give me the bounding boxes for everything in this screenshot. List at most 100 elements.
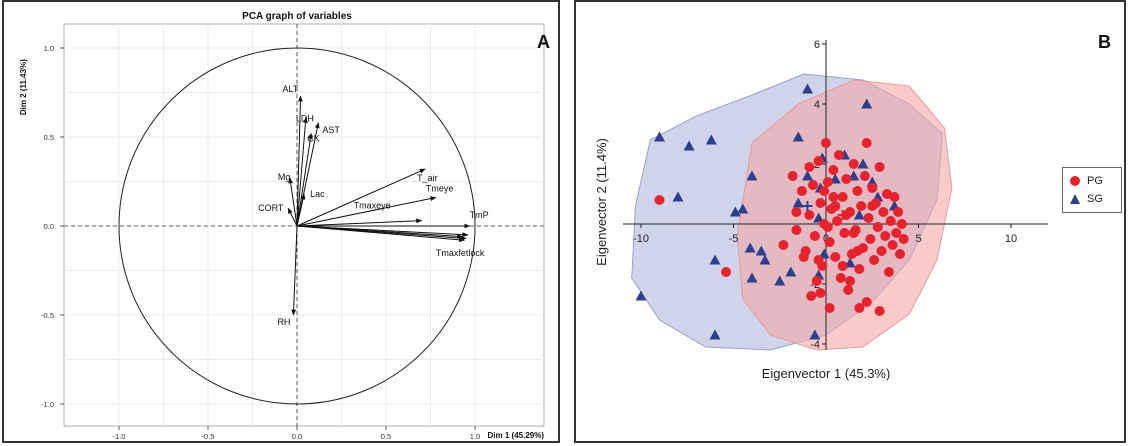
pg-point [854,264,865,274]
pg-point [898,234,909,244]
y-tick-label: 0.0 [44,222,54,231]
pg-point [861,297,872,307]
y-axis-label: Eigenvector 2 (11.4%) [594,138,609,266]
pg-point [859,171,870,181]
x-tick-label: -10 [633,233,649,245]
variable-label: RH [277,317,290,327]
loading-arrow [296,193,306,227]
variable-label: Tmaxeye [354,201,391,211]
pg-point [841,174,852,184]
y-tick-label: -1.0 [41,400,54,409]
pg-point [721,267,732,277]
pg-point [872,222,883,232]
pg-point [839,228,850,238]
pg-point [837,261,848,271]
pg-point [861,138,872,148]
chart-title: PCA graph of variables [242,11,352,22]
centroid-sg [802,201,813,211]
pg-point [791,225,802,235]
pg-point [824,237,835,247]
x-tick-label: -1.0 [113,432,126,441]
pg-point [828,192,839,202]
pg-point [804,162,815,172]
variable-label: Lac [310,189,325,199]
variable-label: CORT [258,203,284,213]
pg-point [830,201,841,211]
pg-point [819,186,830,196]
pg-point [869,255,880,265]
y-axis-label: Dim 2 (11.43%) [19,59,28,115]
pg-point [787,171,798,181]
pg-point [893,207,904,217]
pca-variables-plot: PCA graph of variables -1.0 -0.5 0.0 0.5 1.0 -… [19,11,545,441]
loading-arrow [296,196,437,227]
pg-point [895,249,905,259]
pg-point [874,162,885,172]
variable-label: Mg [278,172,291,182]
pg-point [889,192,900,202]
variable-label: Tmeye [426,184,454,194]
pg-point [811,276,822,286]
pg-point [867,183,878,193]
panel-a: PCA graph of variables -1.0 -0.5 0.0 0.5 1.0 -… [2,0,560,443]
pg-point [828,165,839,175]
circle-marker-icon [1070,176,1080,186]
pg-point [815,198,826,208]
sg-point [774,275,786,286]
pg-point [791,207,802,217]
pg-point [837,192,848,202]
pg-point [830,252,841,262]
pg-point [778,240,789,250]
sg-point [785,266,797,277]
pg-point [806,291,817,301]
sg-point [654,131,665,142]
pg-point [821,138,831,148]
x-tick-label: -0.5 [202,432,215,441]
x-tick-label: 10 [1005,233,1017,245]
sg-point [709,329,721,340]
sg-point [746,272,758,283]
x-tick-label: 5 [915,233,921,245]
sg-point [792,197,804,208]
sg-point [744,242,756,253]
pg-point [874,306,885,316]
pg-point [654,195,665,205]
variable-label: CK [307,133,320,143]
pg-point [809,231,820,241]
x-tick-label: -5 [729,233,739,245]
pg-point [891,228,902,238]
pg-point [885,216,896,226]
pg-point [822,222,833,232]
pg-point [843,285,854,295]
pg-point [813,156,824,166]
pg-point [798,252,809,262]
sg-point [672,191,684,202]
eigenvector-scatter-plot: -10-50510-4-2246Eigenvector 1 (45.3%)Eig… [594,39,1048,381]
pg-point [896,219,907,229]
variable-label: TmP [470,210,489,220]
pg-point [887,240,898,250]
y-tick-label: 1.0 [44,44,54,53]
pg-point [822,177,833,187]
sg-point [746,170,758,181]
sg-point [792,131,804,142]
pg-point [815,288,826,298]
sg-point [802,83,813,94]
triangle-marker-icon [1070,194,1080,204]
y-tick-label: 6 [814,39,820,51]
loading-arrow [296,225,465,243]
panel-b: -10-50510-4-2246Eigenvector 1 (45.3%)Eig… [574,0,1126,443]
pg-point [852,186,863,196]
loading-arrow [296,132,313,227]
pg-point [848,228,859,238]
sg-point [729,206,741,217]
y-tick-label: -0.5 [41,311,54,320]
sg-point [809,329,821,340]
sg-point [683,140,695,151]
pg-point [848,159,859,169]
pg-point [824,303,835,313]
x-tick-label: 0.0 [292,432,302,441]
pg-point [878,207,889,217]
y-tick-label: 0.5 [44,133,54,142]
panel-label-b: B [1098,32,1111,52]
